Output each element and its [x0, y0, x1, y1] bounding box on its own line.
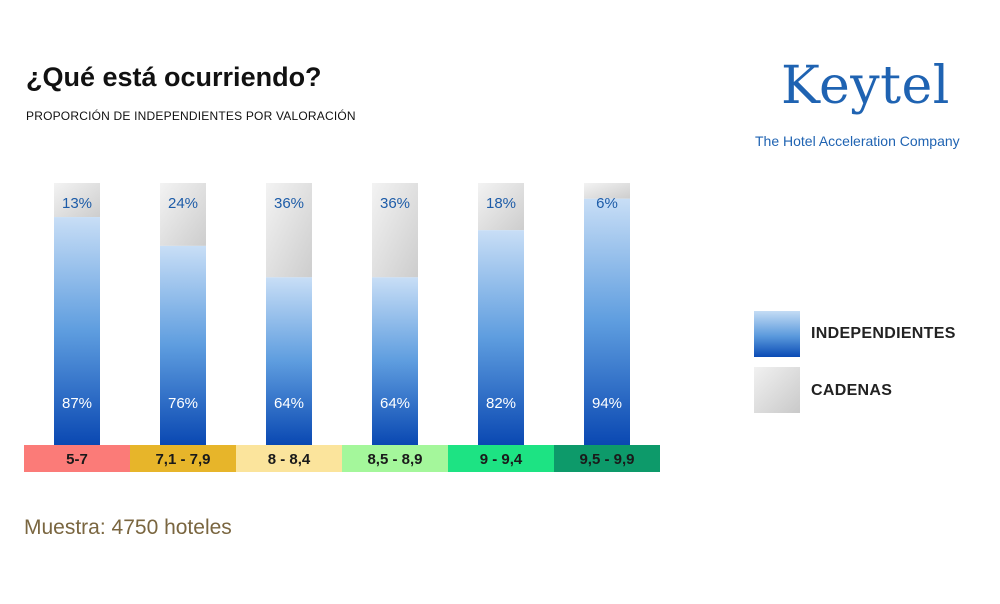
category-band-3 — [342, 445, 448, 472]
bar-cadenas-3 — [372, 183, 418, 278]
category-label-1: 7,1 - 7,9 — [155, 451, 210, 468]
category-label-3: 8,5 - 8,9 — [367, 451, 422, 468]
category-band-5 — [554, 445, 660, 472]
bar-independientes-1 — [160, 245, 206, 445]
category-band-0 — [24, 445, 130, 472]
category-band-4 — [448, 445, 554, 472]
category-band-1 — [130, 445, 236, 472]
legend-swatch-independientes — [754, 311, 800, 357]
legend-swatch-cadenas — [754, 367, 800, 413]
sample-note: Muestra: 4750 hoteles — [24, 516, 232, 539]
legend-label-independientes: INDEPENDIENTES — [811, 325, 956, 342]
data-label-independientes-0: 87% — [62, 395, 92, 412]
logo-tagline: The Hotel Acceleration Company — [755, 133, 960, 149]
bar-cadenas-2 — [266, 183, 312, 278]
bar-independientes-4 — [478, 230, 524, 445]
legend-label-cadenas: CADENAS — [811, 382, 893, 399]
data-label-cadenas-5: 6% — [596, 195, 618, 212]
data-label-cadenas-0: 13% — [62, 195, 92, 212]
data-label-independientes-1: 76% — [168, 395, 198, 412]
data-label-cadenas-2: 36% — [274, 195, 304, 212]
data-label-independientes-3: 64% — [380, 395, 410, 412]
bar-cadenas-4 — [478, 183, 524, 231]
bar-independientes-0 — [54, 217, 100, 445]
bar-cadenas-5 — [584, 183, 630, 199]
keytel-logo: Keytel — [781, 56, 950, 116]
bar-independientes-5 — [584, 198, 630, 445]
page-title: ¿Qué está ocurriendo? — [26, 62, 322, 92]
data-label-independientes-5: 94% — [592, 395, 622, 412]
bar-independientes-3 — [372, 277, 418, 445]
category-label-2: 8 - 8,4 — [268, 451, 311, 468]
bar-cadenas-0 — [54, 183, 100, 218]
data-label-independientes-2: 64% — [274, 395, 304, 412]
data-label-cadenas-4: 18% — [486, 195, 516, 212]
category-label-0: 5-7 — [66, 451, 88, 468]
data-label-independientes-4: 82% — [486, 395, 516, 412]
data-label-cadenas-3: 36% — [380, 195, 410, 212]
chart-subtitle: PROPORCIÓN DE INDEPENDIENTES POR VALORAC… — [26, 109, 356, 123]
category-label-4: 9 - 9,4 — [480, 451, 523, 468]
category-band-2 — [236, 445, 342, 472]
bar-independientes-2 — [266, 277, 312, 445]
category-label-5: 9,5 - 9,9 — [579, 451, 634, 468]
data-label-cadenas-1: 24% — [168, 195, 198, 212]
bar-cadenas-1 — [160, 183, 206, 246]
